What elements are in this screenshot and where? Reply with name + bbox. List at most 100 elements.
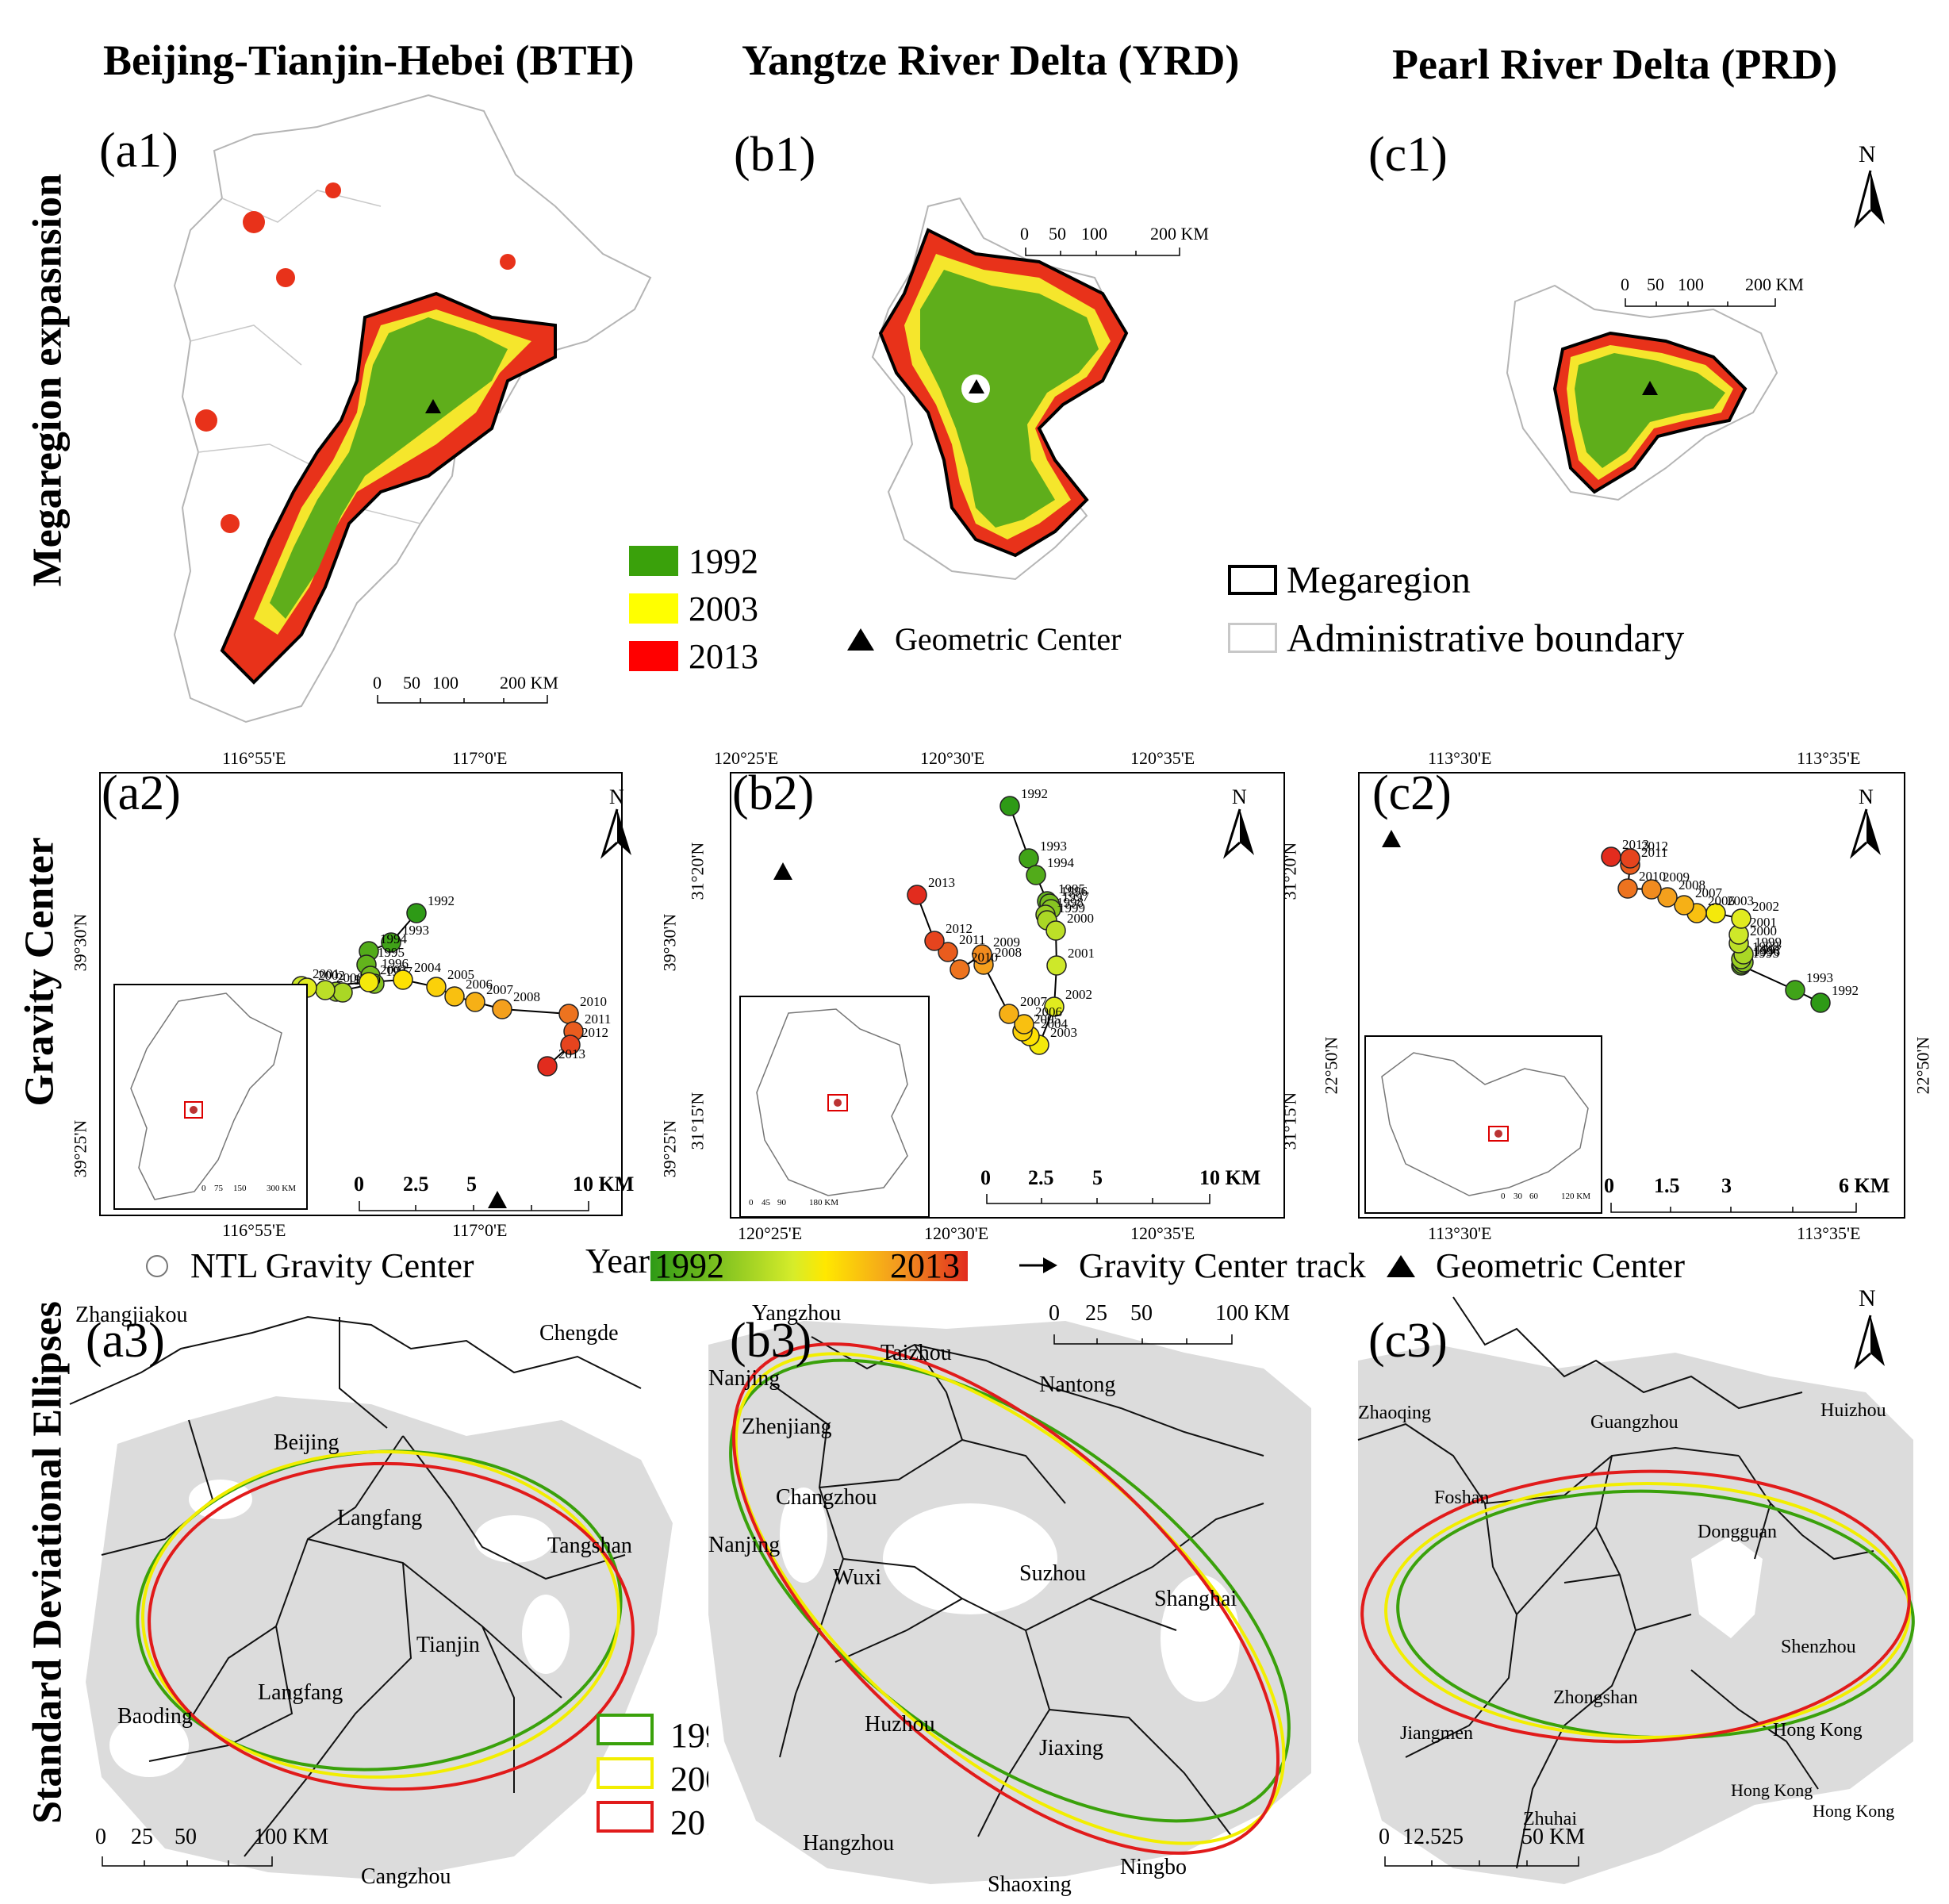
ellipse-a3-2013 — [148, 1461, 635, 1791]
column-title-bth: Beijing-Tianjin-Hebei (BTH) — [103, 36, 635, 84]
gravity-point-label: 2006 — [1708, 893, 1735, 908]
gravity-point-label: 1994 — [380, 931, 408, 946]
map-c3-prd-ellipses — [1357, 1296, 1915, 1888]
gravity-point-2005 — [426, 977, 447, 997]
gravity-point-2013 — [907, 885, 927, 905]
gravity-point-2012 — [924, 931, 945, 951]
legend-geo-center-icon — [1387, 1255, 1415, 1277]
gravity-point-label: 2008 — [1679, 877, 1705, 892]
gravity-point-label: 1998 — [1752, 939, 1779, 954]
legend-ntl-label: NTL Gravity Center — [190, 1246, 474, 1285]
legend-year-end: 2013 — [890, 1246, 960, 1285]
legend-megaregion-label: Megaregion — [1287, 559, 1471, 601]
legend-label-2003: 2003 — [689, 589, 758, 628]
gravity-point-label: 2009 — [1663, 869, 1690, 885]
ellipse-b3-1992 — [729, 1358, 1291, 1823]
gravity-point-label: 2003 — [1727, 893, 1754, 908]
gravity-point-1992 — [1810, 992, 1831, 1013]
gravity-point-2002 — [1731, 908, 1751, 929]
gravity-point-label: 1992 — [1021, 786, 1048, 801]
gravity-point-label: 1999 — [1755, 935, 1782, 950]
gravity-point-label: 2002 — [1752, 899, 1779, 914]
inset-b2 — [739, 996, 930, 1218]
legend-swatch-1992 — [629, 546, 678, 576]
gravity-point-label: 1992 — [1832, 983, 1859, 998]
legend-geo-center-label: Geometric Center — [1436, 1246, 1685, 1285]
gravity-point-2010 — [1617, 878, 1638, 899]
legend-geometric-center-icon — [847, 628, 874, 651]
gravity-point-label: 2011 — [585, 1012, 611, 1027]
geometric-center-marker — [1382, 830, 1401, 847]
gravity-point-2013 — [537, 1056, 558, 1077]
gravity-point-2009 — [972, 944, 992, 965]
legend-year-start: 1992 — [654, 1246, 724, 1285]
legend-a3-swatch-2003 — [597, 1757, 654, 1789]
inset-c2 — [1364, 1035, 1602, 1214]
gravity-point-label: 1998 — [1057, 895, 1084, 910]
gravity-point-label: 2010 — [1639, 869, 1666, 884]
gravity-point-label: 2008 — [995, 945, 1022, 960]
legend-a3-swatch-2013 — [597, 1801, 654, 1833]
gravity-point-label: 1995 — [1752, 946, 1779, 961]
gravity-point-label: 1992 — [428, 893, 455, 908]
map-c1-prd-expansion — [1506, 284, 1778, 501]
inset-a2 — [113, 984, 308, 1210]
gravity-point-label: 1997 — [1062, 889, 1090, 904]
column-title-prd: Pearl River Delta (PRD) — [1392, 40, 1838, 88]
legend-year-label: Year — [585, 1242, 650, 1280]
gravity-point-label: 2004 — [1041, 1016, 1068, 1031]
legend-swatch-2013 — [629, 641, 678, 671]
yrd-megaregion-green — [920, 270, 1099, 528]
bth-megaregion-green — [270, 317, 508, 619]
gravity-point-2013 — [1601, 846, 1621, 867]
gravity-point-2004 — [393, 969, 413, 990]
panel-label-c1: (c1) — [1368, 128, 1448, 182]
gravity-point-2007 — [1674, 895, 1694, 916]
gravity-point-1992 — [406, 903, 427, 923]
gravity-point-label: 2006 — [466, 977, 493, 992]
panel-label-c2: (c2) — [1372, 766, 1452, 820]
gravity-point-2001 — [1046, 955, 1067, 976]
gravity-point-1999 — [332, 982, 353, 1003]
legend-ntl-circle-icon — [146, 1255, 168, 1277]
gravity-point-label: 2000 — [1067, 911, 1094, 926]
geometric-center-marker — [773, 862, 792, 880]
gravity-point-2006 — [1014, 1014, 1034, 1035]
gravity-point-label: 2012 — [1641, 839, 1668, 854]
gravity-point-2007 — [465, 992, 485, 1012]
gravity-point-label: 2003 — [1050, 1025, 1077, 1040]
ellipse-c3-2013 — [1360, 1469, 1911, 1744]
gravity-point-2008 — [492, 999, 512, 1019]
gravity-point-2010 — [950, 959, 970, 980]
gravity-point-2010 — [558, 1004, 579, 1024]
gravity-point-label: 2007 — [486, 982, 514, 997]
legend-track-arrow-icon — [1019, 1257, 1057, 1273]
gravity-point-2007 — [999, 1004, 1019, 1024]
gravity-point-label: 1993 — [1040, 839, 1067, 854]
gravity-point-label: 2000 — [1750, 923, 1777, 939]
gravity-point-label: 2002 — [1065, 987, 1092, 1002]
gravity-point-2006 — [444, 986, 465, 1007]
prd-geometric-center-marker — [1642, 381, 1658, 395]
gravity-point-label: 2010 — [580, 994, 607, 1009]
gravity-point-label: 2006 — [1035, 1004, 1062, 1019]
gravity-point-label: 1995 — [1058, 881, 1085, 896]
gravity-point-label: 1995 — [378, 945, 405, 960]
row-label-expansion: Megaregion expasnsion — [25, 173, 71, 587]
gravity-point-label: 1996 — [1753, 944, 1780, 959]
gravity-point-1993 — [1785, 980, 1805, 1000]
prd-megaregion-green — [1575, 353, 1725, 468]
gravity-point-2000 — [315, 980, 336, 1000]
panel-label-b3: (b3) — [730, 1314, 812, 1368]
gravity-point-label: 1993 — [402, 923, 429, 938]
ellipse-b3-2013 — [731, 1342, 1280, 1855]
gravity-point-1992 — [999, 796, 1020, 816]
gravity-point-1993 — [381, 932, 401, 953]
panel-label-b2: (b2) — [732, 766, 815, 820]
gravity-point-label: 1996 — [1061, 884, 1088, 899]
gravity-point-label: 2000 — [336, 970, 363, 985]
map-b1-yrd-expansion — [871, 197, 1129, 581]
row-label-gravity: Gravity Center — [17, 837, 63, 1107]
